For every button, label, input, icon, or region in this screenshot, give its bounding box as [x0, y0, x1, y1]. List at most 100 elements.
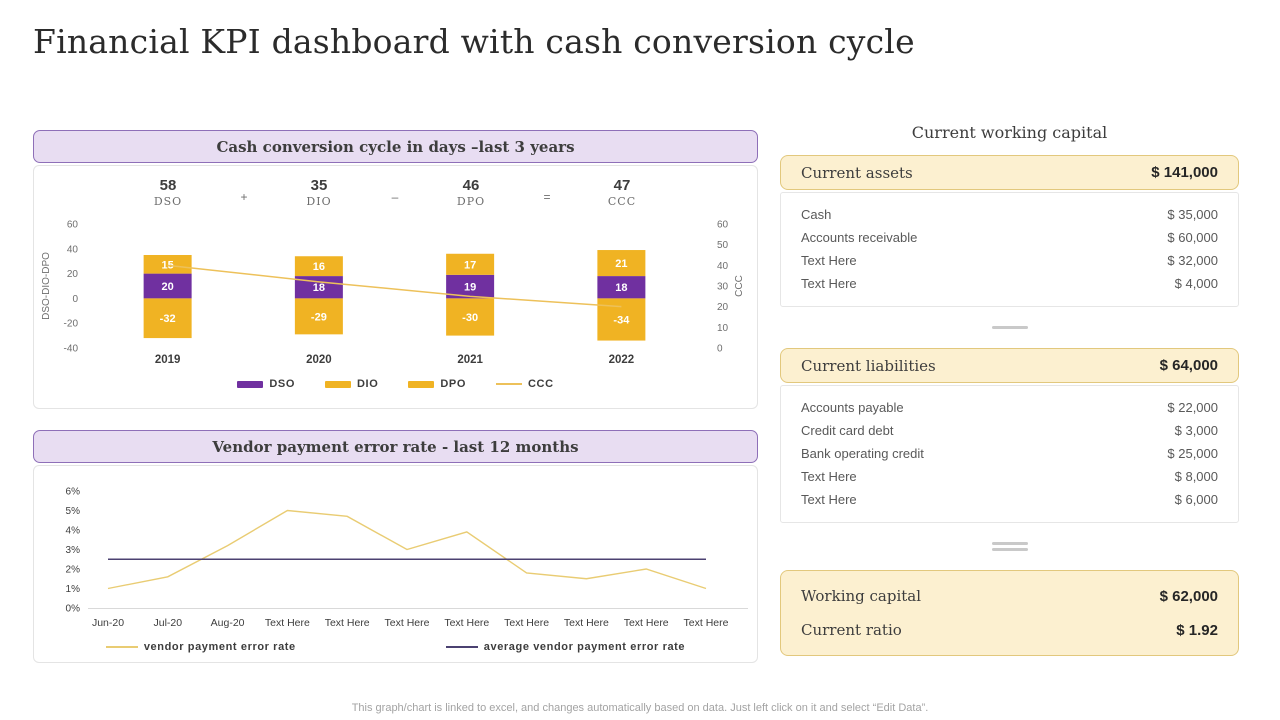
asset-row-label: Text Here [801, 253, 857, 268]
bar-segment-DIO-2020[interactable] [294, 256, 343, 277]
table-row: Accounts payable $ 22,000 [801, 396, 1218, 419]
x-axis-label: Text Here [624, 617, 669, 629]
liability-row-label: Text Here [801, 492, 857, 507]
bar-value-label: 18 [615, 282, 627, 294]
vendor-rate-line-series[interactable] [107, 509, 707, 590]
asset-row-label: Text Here [801, 276, 857, 291]
ccc-summary-row: 58 DSO + 35 DIO – 46 DPO = 47 CCC [34, 177, 757, 219]
vendor-chart-title: Vendor payment error rate - last 12 mont… [212, 437, 579, 456]
bar-value-label: 16 [313, 261, 325, 273]
working-capital-row: Working capital $ 62,000 [801, 579, 1218, 613]
x-axis-label: Text Here [265, 617, 310, 629]
bar-segment-DPO-2021[interactable] [446, 298, 495, 336]
y-axis-tick: 3% [66, 545, 81, 556]
bar-segment-DIO-2022[interactable] [597, 250, 646, 277]
current-liabilities-header[interactable]: Current liabilities $ 64,000 [780, 348, 1239, 383]
summary-op-equals: = [543, 190, 551, 204]
legend-item-vendor-rate: vendor payment error rate [105, 641, 296, 653]
bar-segment-DSO-2022[interactable] [597, 276, 646, 299]
summary-ccc-value: 47 [613, 177, 631, 194]
working-capital-title: Current working capital [911, 123, 1108, 142]
bar-segment-DSO-2021[interactable] [446, 274, 495, 299]
legend-item-dpo: DPO [408, 378, 466, 390]
y-axis-tick: 1% [66, 584, 81, 595]
summary-dso: 58 DSO [118, 177, 218, 208]
y-axis-tick: 4% [66, 526, 81, 537]
legend-item-dso: DSO [237, 378, 295, 390]
table-row: Text Here $ 8,000 [801, 465, 1218, 488]
left-axis-tick: 20 [67, 269, 79, 280]
asset-row-value: $ 35,000 [1167, 207, 1218, 222]
bar-value-label: 17 [464, 259, 476, 271]
table-row: Accounts receivable $ 60,000 [801, 226, 1218, 249]
y-axis-tick: 5% [66, 506, 81, 517]
bar-segment-DSO-2020[interactable] [294, 276, 343, 299]
left-axis-title: DSO-DIO-DPO [41, 252, 52, 320]
minus-divider-icon [780, 326, 1239, 329]
summary-dso-value: 58 [159, 177, 177, 194]
current-assets-list: Cash $ 35,000 Accounts receivable $ 60,0… [780, 192, 1239, 307]
x-axis-label: Jun-20 [92, 617, 124, 629]
bar-value-label: 18 [313, 282, 325, 294]
legend-label-average-rate: average vendor payment error rate [483, 641, 686, 653]
left-axis-tick: 60 [67, 220, 79, 231]
ccc-chart-canvas[interactable]: 60 40 20 0 -20 -40 60 50 40 30 20 10 0 DSO-DIO-DPO CCC… [34, 219, 755, 371]
legend-label-dso: DSO [269, 378, 295, 390]
asset-row-value: $ 60,000 [1167, 230, 1218, 245]
asset-row-value: $ 4,000 [1174, 276, 1218, 291]
asset-row-label: Accounts receivable [801, 230, 918, 245]
liability-row-value: $ 6,000 [1174, 492, 1218, 507]
x-axis-label: Text Here [684, 617, 729, 629]
ccc-line-series[interactable] [167, 264, 622, 308]
dso-swatch-icon [237, 380, 264, 388]
category-label-2021: 2021 [457, 354, 483, 366]
working-capital-value: $ 62,000 [1159, 587, 1218, 605]
right-axis-tick: 40 [717, 261, 729, 272]
x-axis-label: Text Here [504, 617, 549, 629]
ccc-line-swatch-icon [496, 383, 522, 385]
summary-ccc-label: CCC [607, 195, 637, 208]
bar-segment-DPO-2019[interactable] [143, 298, 192, 339]
working-capital-label: Working capital [801, 587, 922, 605]
working-capital-summary-box[interactable]: Working capital $ 62,000 Current ratio $… [780, 570, 1239, 656]
y-axis-tick: 6% [66, 487, 81, 498]
summary-dio: 35 DIO [269, 177, 369, 208]
vendor-chart-canvas[interactable]: 6% 5% 4% 3% 2% 1% 0% Jun-20 Jul-20 Aug-20 Text Her… [34, 466, 755, 638]
category-label-2020: 2020 [306, 354, 332, 366]
table-row: Text Here $ 32,000 [801, 249, 1218, 272]
ccc-chart-legend: DSO DIO DPO CCC [34, 371, 757, 390]
bar-segment-DIO-2019[interactable] [143, 255, 192, 274]
x-axis-label: Text Here [444, 617, 489, 629]
bar-value-label: 21 [615, 258, 627, 270]
liability-row-label: Credit card debt [801, 423, 894, 438]
ccc-chart-title-bar: Cash conversion cycle in days –last 3 ye… [33, 130, 758, 163]
current-ratio-value: $ 1.92 [1176, 621, 1218, 639]
bar-value-label: -29 [311, 311, 327, 323]
vendor-rate-line-icon [105, 646, 138, 648]
bar-segment-DIO-2021[interactable] [446, 253, 495, 275]
dio-swatch-icon [325, 380, 351, 388]
current-assets-total: $ 141,000 [1151, 164, 1218, 181]
bar-value-label: 20 [162, 281, 174, 293]
summary-dpo-label: DPO [456, 195, 486, 208]
average-rate-line-icon [445, 646, 478, 648]
legend-item-average-rate: average vendor payment error rate [445, 641, 686, 653]
legend-item-ccc: CCC [496, 378, 554, 390]
vendor-chart-panel[interactable]: 6% 5% 4% 3% 2% 1% 0% Jun-20 Jul-20 Aug-20 Text Her… [33, 465, 758, 663]
page-title: Financial KPI dashboard with cash conver… [33, 22, 915, 61]
bar-segment-DSO-2019[interactable] [143, 273, 192, 299]
left-axis-tick: -40 [64, 344, 79, 355]
liability-row-label: Accounts payable [801, 400, 904, 415]
bar-segment-DPO-2020[interactable] [294, 298, 343, 335]
bar-value-label: -30 [462, 312, 478, 324]
table-row: Text Here $ 4,000 [801, 272, 1218, 295]
current-assets-header[interactable]: Current assets $ 141,000 [780, 155, 1239, 190]
summary-dpo: 46 DPO [421, 177, 521, 208]
asset-row-label: Cash [801, 207, 832, 222]
ccc-chart-panel[interactable]: 58 DSO + 35 DIO – 46 DPO = 47 CCC 60 40 20… [33, 165, 758, 409]
vendor-chart-legend: vendor payment error rate average vendor… [34, 638, 757, 653]
liability-row-label: Text Here [801, 469, 857, 484]
summary-dpo-value: 46 [462, 177, 480, 194]
legend-label-vendor-rate: vendor payment error rate [143, 641, 296, 653]
vendor-chart-title-bar: Vendor payment error rate - last 12 mont… [33, 430, 758, 463]
